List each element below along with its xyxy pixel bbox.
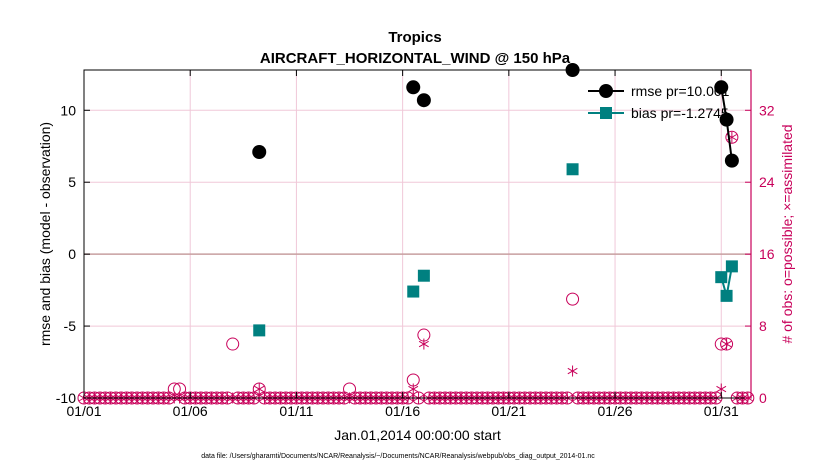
y-tick-label: 5 [68,174,76,190]
possible-marker [720,337,734,351]
rmse-point [719,112,734,127]
assimilated-marker-stroke [567,367,578,375]
footnote: data file: /Users/gharamti/Documents/NCA… [201,453,595,460]
assimilated-marker-stroke [408,385,419,393]
rmse-point [416,93,431,108]
x-tick-label: 01/06 [173,403,208,419]
assimilated-marker [567,365,578,377]
x-tick-label: 01/21 [491,403,526,419]
y2-axis-ticks: 0 8 16 24 32 [745,70,775,406]
legend: rmse pr=10.001 bias pr=-1.2745 [588,83,730,121]
x-tick-label: 01/16 [385,403,420,419]
y-tick-label: -5 [64,318,77,334]
x-tick-label: 01/31 [704,403,739,419]
y2-tick-label: 8 [759,318,767,334]
legend-rmse-label: rmse pr=10.001 [631,83,730,99]
possible-marker [725,130,739,144]
x-axis-ticks: 01/01 01/06 01/11 01/16 01/21 01/26 01/31 [66,70,739,419]
bias-point [417,269,430,282]
bias-point [720,289,733,302]
rmse-bias-series [252,63,739,337]
rmse-point [724,153,739,168]
assimilated-marker-stroke [254,385,265,393]
legend-bias-marker [600,107,612,119]
assimilated-marker-stroke [721,340,732,348]
x-tick-label: 01/11 [279,403,313,419]
x-tick-label: 01/26 [598,403,633,419]
y-tick-label: -10 [56,390,76,406]
bias-point [407,285,420,298]
y-tick-label: 0 [68,246,76,262]
y2-tick-label: 16 [759,246,775,262]
chart-subtitle: AIRCRAFT_HORIZONTAL_WIND @ 150 hPa [260,50,571,67]
assimilated-marker [254,383,265,395]
bias-point [253,324,266,337]
bias-point [715,271,728,284]
chart-title: Tropics [388,29,441,46]
possible-marker [226,337,240,351]
observation-count-markers [77,130,755,405]
rmse-point [714,80,729,95]
x-tick-label: 01/01 [66,403,101,419]
legend-bias-label: bias pr=-1.2745 [631,105,729,121]
assimilated-marker-stroke [418,340,429,348]
y2-tick-label: 32 [759,102,775,118]
y2-tick-label: 24 [759,174,775,190]
rmse-point [252,145,267,159]
assimilated-marker [408,383,419,395]
y2-tick-label: 0 [759,390,767,406]
x-axis-label: Jan.01,2014 00:00:00 start [334,427,501,443]
bias-point [725,260,738,273]
y-tick-label: 10 [60,102,76,118]
y-axis-ticks: -10 -5 0 5 10 [56,102,90,406]
rmse-point [406,80,421,95]
y2-axis-label: # of obs: o=possible; ×=assimilated [779,124,795,343]
y-axis-label: rmse and bias (model - observation) [37,122,53,346]
possible-marker [566,292,580,306]
bias-point [566,163,579,176]
legend-rmse-marker [599,84,613,98]
assimilated-marker [418,338,429,350]
assimilated-marker-stroke [716,385,727,393]
assimilated-marker [721,338,732,350]
